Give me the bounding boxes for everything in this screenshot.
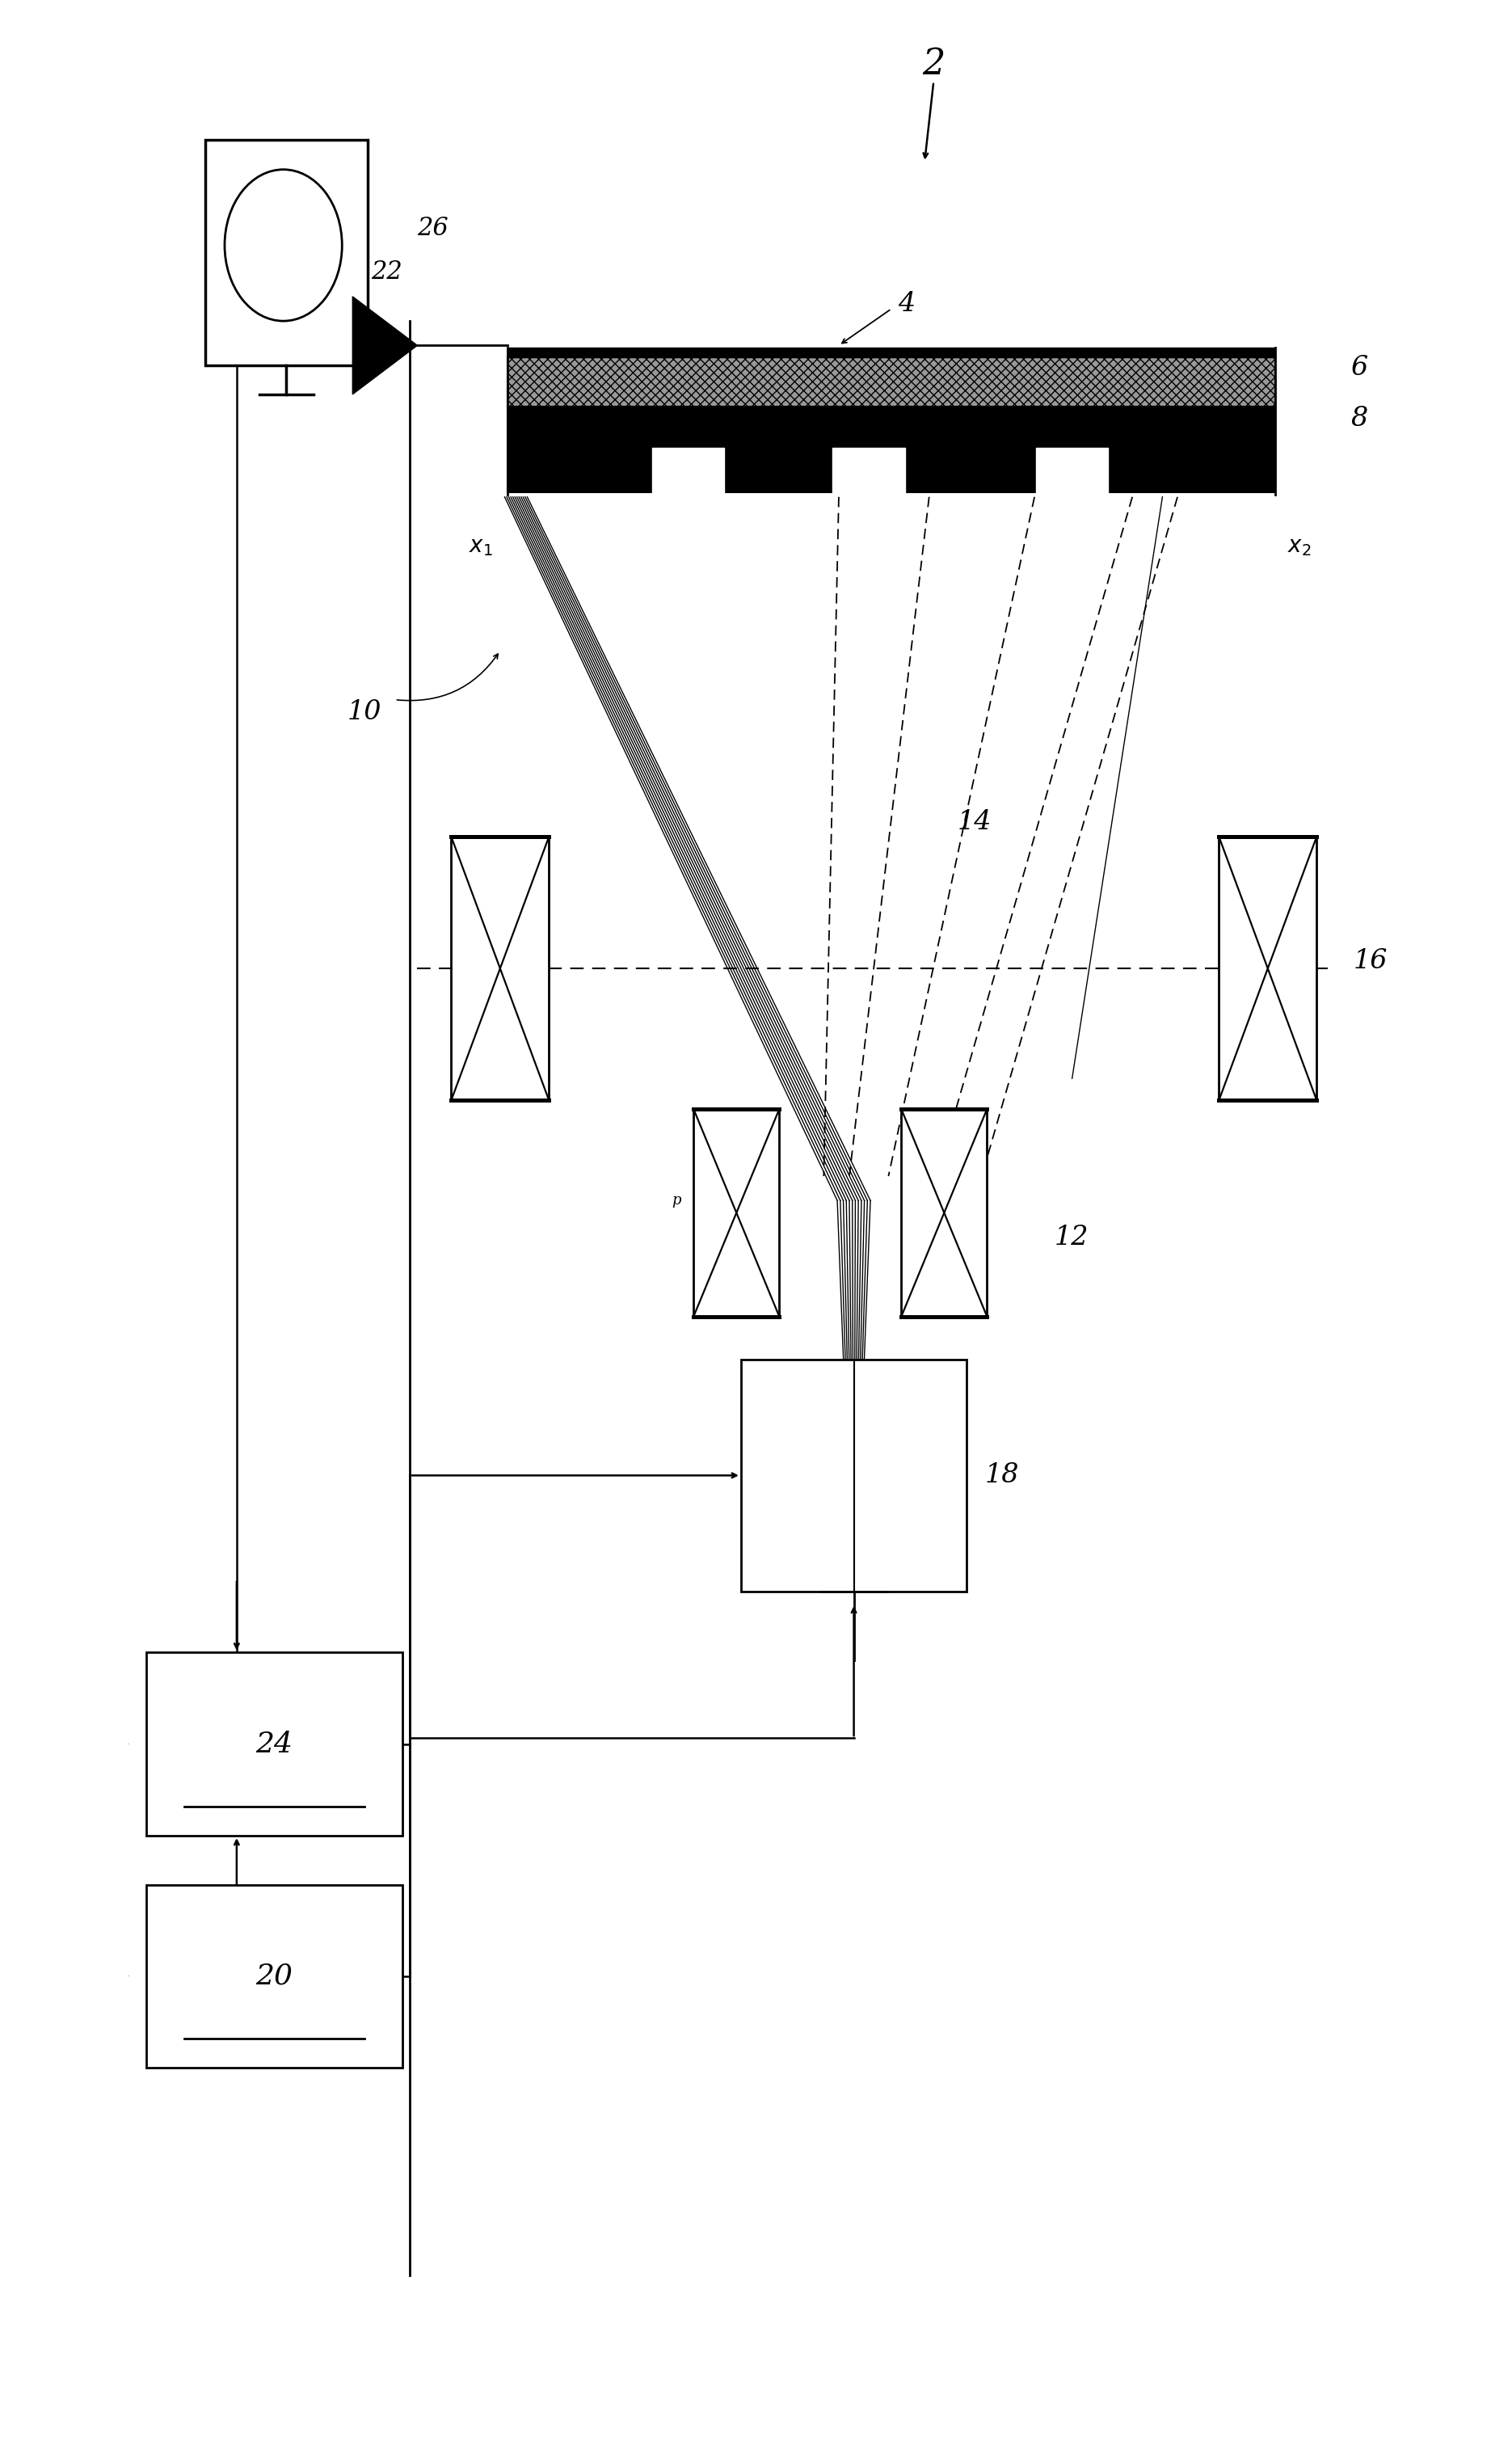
Text: 16: 16 xyxy=(1353,948,1388,975)
Text: 22: 22 xyxy=(370,260,402,284)
Text: $x_1$: $x_1$ xyxy=(469,537,493,559)
Bar xyxy=(451,835,549,1100)
Text: 2: 2 xyxy=(922,47,945,81)
Text: 14: 14 xyxy=(957,808,992,835)
Text: 10: 10 xyxy=(348,698,383,725)
Text: 20: 20 xyxy=(256,1962,293,1989)
Bar xyxy=(147,1884,402,2068)
Bar xyxy=(508,358,1275,407)
Polygon shape xyxy=(352,296,417,394)
Text: 24: 24 xyxy=(256,1730,293,1759)
Bar xyxy=(206,140,367,365)
Bar xyxy=(147,1654,402,1835)
Text: 4: 4 xyxy=(898,292,915,316)
Ellipse shape xyxy=(225,169,342,321)
Text: 8: 8 xyxy=(1350,407,1368,431)
Text: 26: 26 xyxy=(417,216,449,240)
Bar xyxy=(741,1360,966,1593)
Text: 18: 18 xyxy=(984,1463,1019,1487)
Text: 6: 6 xyxy=(1350,355,1368,380)
Text: $x_2$: $x_2$ xyxy=(1287,537,1311,559)
Bar xyxy=(508,407,1275,492)
Text: p: p xyxy=(671,1193,680,1208)
Text: 12: 12 xyxy=(1054,1225,1089,1250)
Bar xyxy=(901,1110,987,1316)
Bar xyxy=(1219,835,1317,1100)
Bar xyxy=(694,1110,779,1316)
